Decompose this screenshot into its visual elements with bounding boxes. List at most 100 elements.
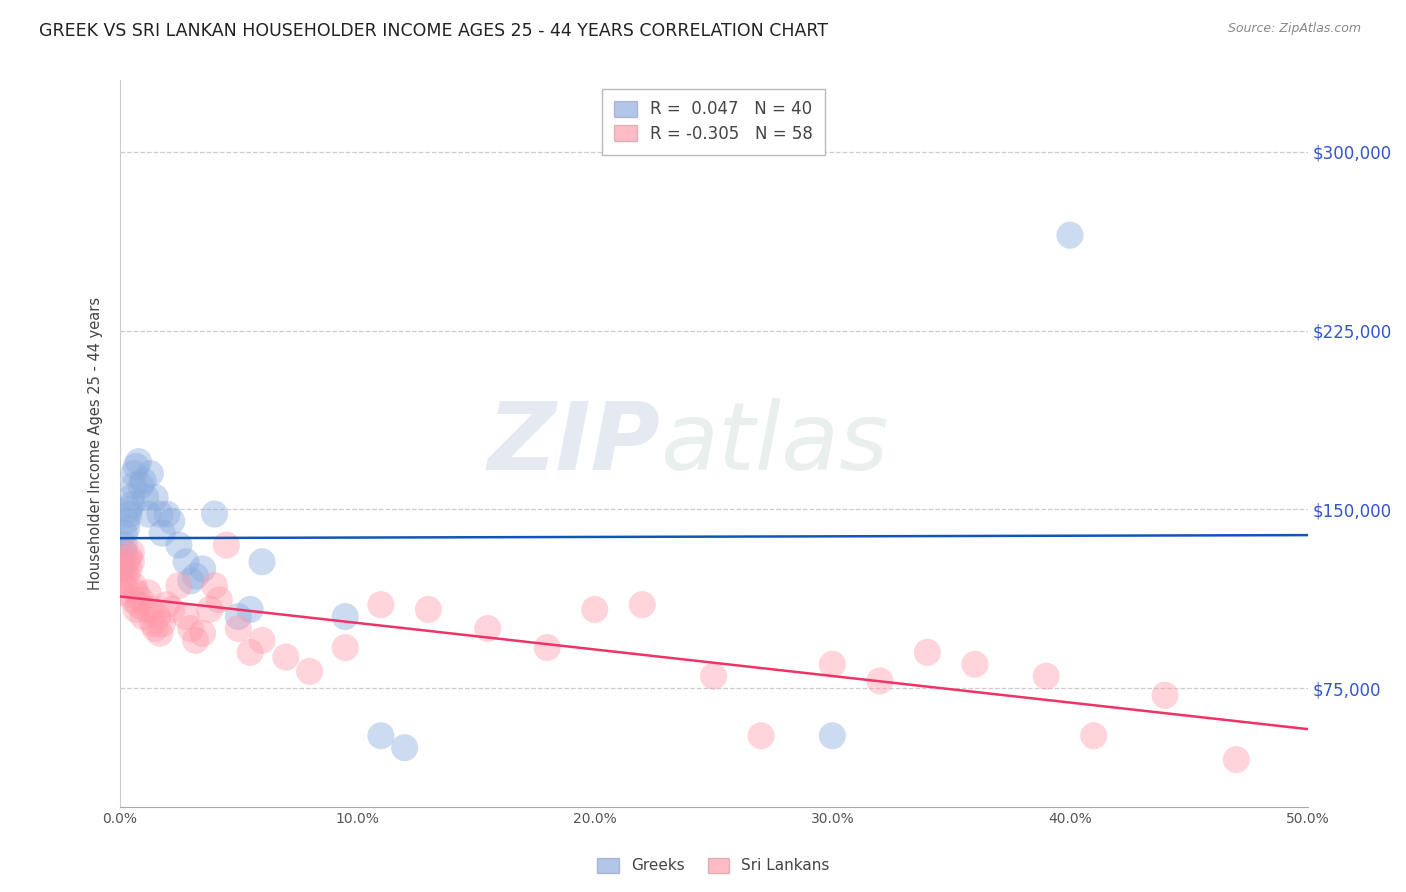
Point	[111, 586, 134, 600]
Point	[112, 526, 135, 541]
Point	[228, 622, 250, 636]
Point	[125, 586, 148, 600]
Point	[122, 578, 145, 592]
Point	[111, 562, 134, 576]
Point	[112, 545, 135, 559]
Point	[132, 474, 155, 488]
Point	[963, 657, 986, 672]
Point	[128, 598, 150, 612]
Point	[149, 507, 172, 521]
Point	[120, 491, 142, 505]
Point	[122, 593, 145, 607]
Point	[136, 507, 159, 521]
Point	[749, 729, 772, 743]
Point	[112, 578, 135, 592]
Text: atlas: atlas	[659, 398, 889, 490]
Point	[122, 478, 145, 492]
Point	[1059, 228, 1081, 243]
Point	[702, 669, 725, 683]
Point	[174, 609, 197, 624]
Point	[146, 609, 169, 624]
Y-axis label: Householder Income Ages 25 - 44 years: Householder Income Ages 25 - 44 years	[87, 297, 103, 591]
Point	[239, 602, 262, 616]
Point	[149, 626, 172, 640]
Point	[112, 538, 135, 552]
Point	[1154, 688, 1177, 702]
Point	[118, 507, 141, 521]
Point	[120, 498, 142, 512]
Point	[167, 538, 190, 552]
Point	[204, 578, 226, 592]
Point	[239, 645, 262, 659]
Point	[160, 514, 183, 528]
Point	[370, 598, 392, 612]
Point	[135, 491, 157, 505]
Point	[115, 514, 138, 528]
Point	[118, 502, 141, 516]
Point	[139, 467, 162, 481]
Point	[184, 569, 207, 583]
Point	[917, 645, 939, 659]
Point	[1083, 729, 1105, 743]
Point	[142, 616, 165, 631]
Point	[191, 562, 214, 576]
Point	[180, 574, 202, 588]
Point	[184, 633, 207, 648]
Point	[191, 626, 214, 640]
Point	[132, 609, 155, 624]
Point	[208, 593, 231, 607]
Point	[135, 602, 157, 616]
Legend: Greeks, Sri Lankans: Greeks, Sri Lankans	[592, 852, 835, 880]
Point	[120, 555, 142, 569]
Point	[150, 526, 173, 541]
Text: GREEK VS SRI LANKAN HOUSEHOLDER INCOME AGES 25 - 44 YEARS CORRELATION CHART: GREEK VS SRI LANKAN HOUSEHOLDER INCOME A…	[39, 22, 828, 40]
Point	[120, 545, 142, 559]
Point	[335, 640, 357, 655]
Point	[125, 602, 148, 616]
Point	[115, 521, 138, 535]
Point	[118, 562, 141, 576]
Point	[122, 467, 145, 481]
Point	[180, 622, 202, 636]
Point	[128, 455, 150, 469]
Point	[477, 622, 499, 636]
Text: Source: ZipAtlas.com: Source: ZipAtlas.com	[1227, 22, 1361, 36]
Point	[115, 569, 138, 583]
Point	[583, 602, 606, 616]
Point	[129, 478, 152, 492]
Point	[150, 616, 173, 631]
Point	[160, 602, 183, 616]
Point	[228, 609, 250, 624]
Point	[274, 650, 297, 665]
Point	[111, 574, 134, 588]
Point	[118, 549, 141, 564]
Point	[198, 602, 221, 616]
Point	[156, 507, 179, 521]
Point	[112, 562, 135, 576]
Point	[536, 640, 558, 655]
Point	[298, 665, 321, 679]
Point	[139, 602, 162, 616]
Point	[335, 609, 357, 624]
Point	[394, 740, 416, 755]
Point	[821, 729, 844, 743]
Point	[869, 673, 891, 688]
Point	[129, 593, 152, 607]
Point	[136, 586, 159, 600]
Point	[143, 491, 166, 505]
Point	[125, 459, 148, 474]
Point	[1225, 753, 1247, 767]
Point	[250, 555, 273, 569]
Point	[111, 555, 134, 569]
Point	[418, 602, 440, 616]
Point	[215, 538, 238, 552]
Point	[204, 507, 226, 521]
Point	[111, 549, 134, 564]
Point	[631, 598, 654, 612]
Point	[1035, 669, 1057, 683]
Point	[821, 657, 844, 672]
Point	[167, 578, 190, 592]
Point	[143, 622, 166, 636]
Point	[115, 555, 138, 569]
Point	[370, 729, 392, 743]
